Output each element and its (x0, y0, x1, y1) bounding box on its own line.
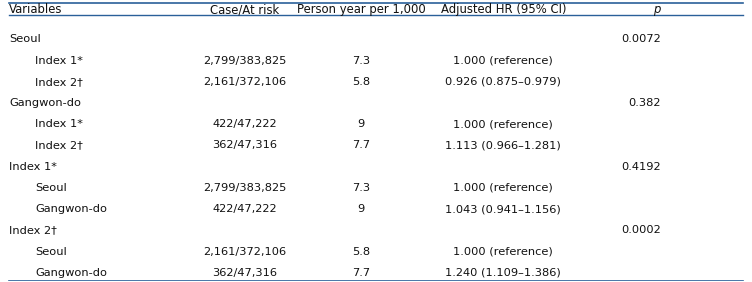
Text: 7.3: 7.3 (352, 183, 370, 193)
Text: Person year per 1,000: Person year per 1,000 (296, 3, 426, 16)
Text: 2,799/383,825: 2,799/383,825 (203, 56, 287, 66)
Text: 7.7: 7.7 (352, 140, 370, 151)
Text: 9: 9 (357, 119, 365, 129)
Text: Adjusted HR (95% CI): Adjusted HR (95% CI) (441, 3, 566, 16)
Text: 0.926 (0.875–0.979): 0.926 (0.875–0.979) (445, 77, 561, 87)
Text: 5.8: 5.8 (352, 246, 370, 257)
Text: p: p (653, 3, 661, 16)
Text: Gangwon-do: Gangwon-do (9, 98, 81, 108)
Text: 1.000 (reference): 1.000 (reference) (453, 246, 553, 257)
Text: 362/47,316: 362/47,316 (212, 140, 277, 151)
Text: 5.8: 5.8 (352, 77, 370, 87)
Text: Seoul: Seoul (35, 183, 67, 193)
Text: 0.382: 0.382 (628, 98, 661, 108)
Text: Case/At risk: Case/At risk (211, 3, 280, 16)
Text: Seoul: Seoul (35, 246, 67, 257)
Text: 2,799/383,825: 2,799/383,825 (203, 183, 287, 193)
Text: 2,161/372,106: 2,161/372,106 (203, 77, 287, 87)
Text: 0.0072: 0.0072 (621, 34, 661, 44)
Text: 1.240 (1.109–1.386): 1.240 (1.109–1.386) (445, 268, 561, 278)
Text: 2,161/372,106: 2,161/372,106 (203, 246, 287, 257)
Text: Index 1*: Index 1* (35, 56, 83, 66)
Text: 7.3: 7.3 (352, 56, 370, 66)
Text: 1.000 (reference): 1.000 (reference) (453, 183, 553, 193)
Text: Gangwon-do: Gangwon-do (35, 268, 107, 278)
Text: Index 2†: Index 2† (35, 77, 83, 87)
Text: Gangwon-do: Gangwon-do (35, 204, 107, 214)
Text: 1.000 (reference): 1.000 (reference) (453, 56, 553, 66)
Text: Index 2†: Index 2† (35, 140, 83, 151)
Text: Index 1*: Index 1* (35, 119, 83, 129)
Text: 0.0002: 0.0002 (621, 225, 661, 235)
Text: Index 2†: Index 2† (9, 225, 56, 235)
Text: 9: 9 (357, 204, 365, 214)
Text: 1.043 (0.941–1.156): 1.043 (0.941–1.156) (445, 204, 561, 214)
Text: Seoul: Seoul (9, 34, 41, 44)
Text: 1.000 (reference): 1.000 (reference) (453, 119, 553, 129)
Text: 422/47,222: 422/47,222 (213, 204, 277, 214)
Text: 422/47,222: 422/47,222 (213, 119, 277, 129)
Text: 7.7: 7.7 (352, 268, 370, 278)
Text: Variables: Variables (9, 3, 62, 16)
Text: 0.4192: 0.4192 (621, 162, 661, 172)
Text: 362/47,316: 362/47,316 (212, 268, 277, 278)
Text: Index 1*: Index 1* (9, 162, 56, 172)
Text: 1.113 (0.966–1.281): 1.113 (0.966–1.281) (445, 140, 561, 151)
